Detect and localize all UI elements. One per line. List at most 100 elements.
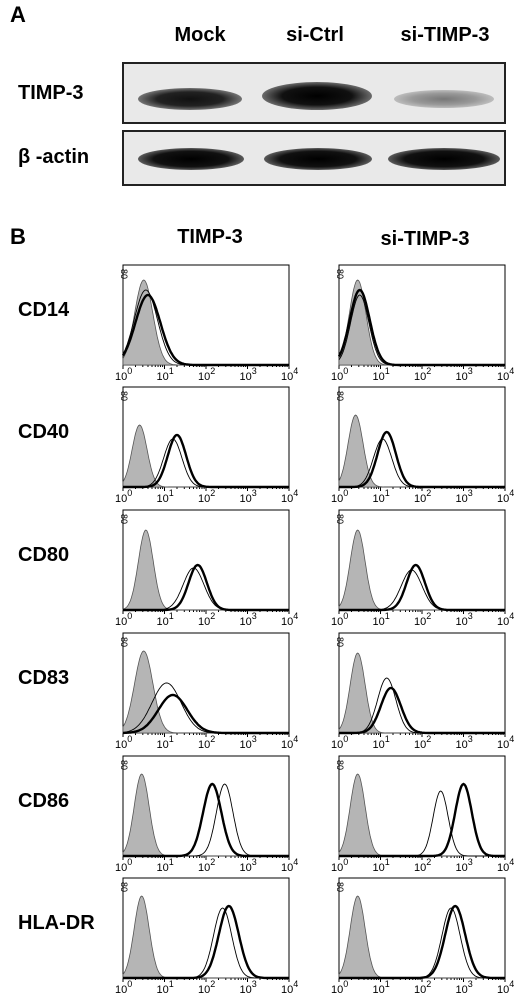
- x-tick-label: 100: [115, 366, 132, 383]
- x-tick-label: 100: [331, 857, 348, 874]
- x-tick-label: 100: [331, 488, 348, 505]
- band-timp3-si-timp3: [394, 90, 494, 108]
- x-tick-exponent: 2: [426, 734, 431, 744]
- x-tick-exponent: 3: [468, 611, 473, 621]
- x-tick-exponent: 3: [252, 366, 257, 376]
- y-tick-label: 80: [119, 269, 129, 279]
- x-tick-exponent: 2: [210, 979, 215, 989]
- isotype-histogram: [338, 414, 505, 488]
- x-tick-label: 101: [373, 366, 390, 383]
- x-tick-exponent: 4: [509, 979, 514, 989]
- x-tick-label: 103: [240, 857, 257, 874]
- x-tick-exponent: 3: [468, 857, 473, 867]
- y-tick-label: 80: [119, 514, 129, 524]
- x-tick-label: 100: [331, 734, 348, 751]
- x-tick-exponent: 4: [509, 611, 514, 621]
- x-tick-label: 101: [157, 611, 174, 628]
- band-actin-si-ctrl: [264, 148, 372, 170]
- treated-histogram: [339, 686, 505, 735]
- x-tick-label: 101: [373, 611, 390, 628]
- x-tick-exponent: 2: [210, 734, 215, 744]
- isotype-histogram: [338, 652, 505, 734]
- y-tick-label: 80: [335, 269, 345, 279]
- x-tick-exponent: 2: [210, 488, 215, 498]
- treated-histogram: [339, 782, 505, 858]
- x-tick-exponent: 4: [293, 857, 298, 867]
- x-tick-label: 100: [115, 488, 132, 505]
- x-tick-label: 100: [331, 979, 348, 996]
- x-tick-label: 100: [115, 857, 132, 874]
- lane-label-mock: Mock: [174, 24, 226, 46]
- y-tick-label: 80: [335, 760, 345, 770]
- x-tick-label: 104: [281, 366, 298, 383]
- x-tick-exponent: 3: [252, 734, 257, 744]
- y-tick-label: 80: [119, 882, 129, 892]
- x-tick-label: 102: [198, 979, 215, 996]
- x-tick-exponent: 4: [509, 488, 514, 498]
- isotype-histogram: [122, 424, 289, 488]
- x-tick-label: 100: [115, 734, 132, 751]
- treated-histogram: [123, 563, 289, 612]
- x-tick-exponent: 0: [343, 488, 348, 498]
- x-tick-exponent: 1: [169, 366, 174, 376]
- x-tick-label: 104: [281, 611, 298, 628]
- isotype-histogram: [338, 529, 505, 611]
- x-tick-exponent: 0: [343, 611, 348, 621]
- y-tick-label: 80: [119, 760, 129, 770]
- blot-row-label-timp3: TIMP-3: [18, 82, 84, 104]
- y-tick-label: 80: [335, 637, 345, 647]
- x-tick-exponent: 4: [293, 979, 298, 989]
- x-tick-label: 100: [115, 611, 132, 628]
- x-tick-label: 102: [414, 488, 431, 505]
- x-tick-exponent: 4: [293, 488, 298, 498]
- x-tick-label: 100: [331, 366, 348, 383]
- x-tick-exponent: 0: [343, 979, 348, 989]
- x-tick-exponent: 2: [426, 979, 431, 989]
- column-title-timp3: TIMP-3: [177, 226, 243, 248]
- marker-label-hla-dr: HLA-DR: [18, 912, 95, 934]
- isotype-histogram: [122, 279, 289, 366]
- isotype-histogram: [338, 895, 505, 979]
- x-tick-label: 103: [240, 488, 257, 505]
- lane-label-si-timp3: si-TIMP-3: [400, 24, 490, 46]
- x-tick-exponent: 2: [210, 366, 215, 376]
- treated-histogram: [123, 433, 289, 489]
- x-tick-exponent: 2: [210, 611, 215, 621]
- x-tick-label: 104: [497, 857, 514, 874]
- column-title-si-timp3: si-TIMP-3: [380, 228, 470, 250]
- x-tick-label: 103: [456, 488, 473, 505]
- x-tick-exponent: 0: [343, 734, 348, 744]
- treated-histogram: [121, 293, 289, 367]
- treated-histogram: [123, 904, 289, 980]
- x-tick-label: 102: [414, 734, 431, 751]
- band-actin-si-timp3: [388, 148, 500, 170]
- x-tick-exponent: 3: [468, 366, 473, 376]
- x-tick-exponent: 1: [385, 857, 390, 867]
- x-tick-label: 104: [281, 979, 298, 996]
- x-tick-label: 103: [456, 611, 473, 628]
- x-tick-exponent: 2: [426, 611, 431, 621]
- panel-a-letter: A: [10, 2, 26, 27]
- treated-histogram: [339, 563, 505, 612]
- treated-histogram: [339, 904, 505, 980]
- x-tick-exponent: 1: [385, 979, 390, 989]
- x-tick-exponent: 3: [468, 979, 473, 989]
- isotype-histogram: [122, 650, 289, 734]
- x-tick-label: 101: [373, 857, 390, 874]
- x-tick-label: 101: [157, 979, 174, 996]
- x-tick-label: 103: [240, 611, 257, 628]
- x-tick-label: 104: [497, 366, 514, 383]
- x-tick-label: 104: [497, 488, 514, 505]
- x-tick-exponent: 1: [169, 734, 174, 744]
- x-tick-label: 104: [281, 734, 298, 751]
- x-tick-label: 104: [281, 488, 298, 505]
- isotype-histogram: [122, 773, 289, 857]
- lane-label-si-ctrl: si-Ctrl: [286, 24, 344, 46]
- y-tick-label: 80: [119, 391, 129, 401]
